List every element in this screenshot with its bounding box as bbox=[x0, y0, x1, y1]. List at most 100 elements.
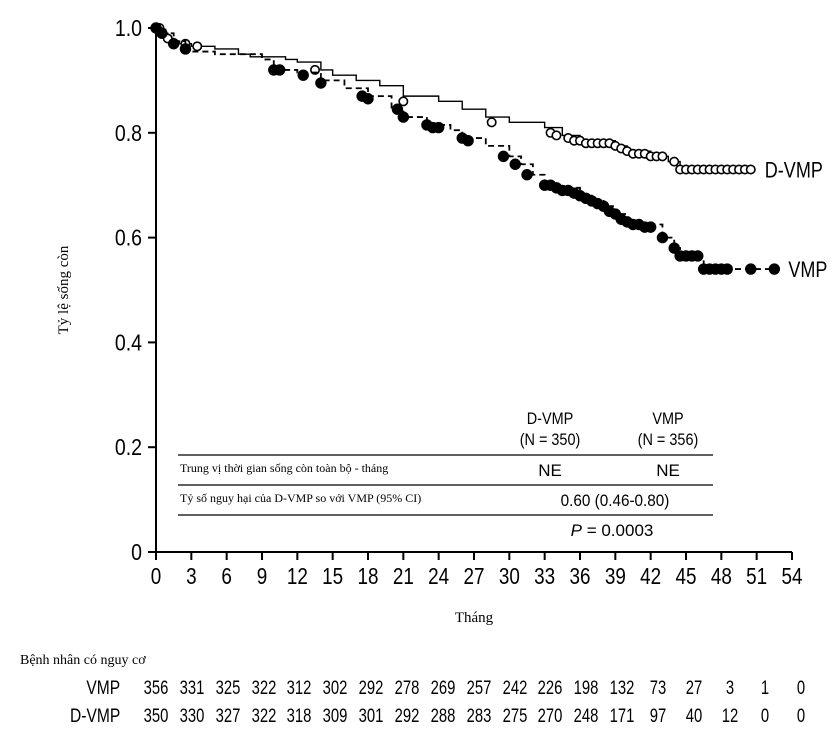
risk-cell: 40 bbox=[685, 706, 702, 727]
x-axis-label: Tháng bbox=[455, 610, 494, 626]
table-p-value: P = 0.0003 bbox=[571, 521, 654, 540]
summary-table: D-VMP (N = 350) VMP (N = 356) Trung vị t… bbox=[178, 410, 713, 540]
risk-cell: 350 bbox=[143, 706, 169, 727]
risk-cell: 330 bbox=[179, 706, 205, 727]
risk-cell: 292 bbox=[358, 678, 384, 699]
censor-mark-d-vmp bbox=[398, 96, 409, 107]
x-tick-label-15: 15 bbox=[322, 564, 343, 589]
censor-mark-d-vmp bbox=[486, 117, 497, 128]
risk-cell: 0 bbox=[797, 706, 806, 727]
censor-mark-vmp bbox=[668, 242, 680, 254]
risk-cell: 356 bbox=[143, 678, 169, 699]
y-tick-label-0.8: 0.8 bbox=[115, 120, 142, 146]
x-tick-label-27: 27 bbox=[464, 564, 485, 589]
risk-cell: 226 bbox=[537, 678, 563, 699]
censor-mark-vmp bbox=[745, 263, 757, 275]
risk-cell: 283 bbox=[466, 706, 491, 727]
x-tick-label-6: 6 bbox=[221, 564, 231, 589]
censor-mark-vmp bbox=[273, 64, 286, 76]
censor-mark-vmp bbox=[497, 150, 510, 163]
series-line-d-vmp bbox=[156, 27, 751, 171]
risk-cell: 12 bbox=[721, 706, 738, 727]
x-tick-label-24: 24 bbox=[428, 564, 449, 589]
risk-cell: 322 bbox=[251, 706, 276, 727]
table-header-vmp: VMP bbox=[652, 410, 683, 428]
risk-cell: 0 bbox=[761, 706, 770, 727]
risk-cell: 309 bbox=[322, 706, 348, 727]
censor-mark-vmp bbox=[721, 263, 733, 275]
x-tick-label-21: 21 bbox=[393, 564, 414, 589]
censor-mark-vmp bbox=[315, 77, 327, 89]
y-axis-label: Tỷ lệ sống còn bbox=[56, 245, 72, 334]
x-tick-label-0: 0 bbox=[151, 564, 161, 589]
series-line-vmp bbox=[156, 27, 775, 270]
censor-mark-vmp bbox=[509, 158, 521, 170]
x-tick-label-3: 3 bbox=[186, 564, 196, 589]
y-tick-label-0.4: 0.4 bbox=[115, 330, 142, 356]
p-number: = 0.0003 bbox=[587, 521, 654, 540]
p-label: P bbox=[571, 521, 583, 540]
risk-cell: 0 bbox=[797, 678, 806, 699]
x-tick-label-39: 39 bbox=[605, 564, 626, 589]
x-tick-label-9: 9 bbox=[257, 564, 267, 589]
risk-cell: 301 bbox=[358, 706, 384, 727]
censor-mark-d-vmp bbox=[657, 151, 668, 162]
table-row-median-dvmp: NE bbox=[538, 461, 562, 480]
censor-mark-vmp bbox=[391, 103, 404, 115]
risk-cell: 325 bbox=[215, 678, 241, 699]
censor-mark-d-vmp bbox=[745, 164, 756, 175]
risk-cell: 302 bbox=[322, 678, 348, 699]
risk-cell: 327 bbox=[215, 706, 241, 727]
table-row-hr-label: Tỷ số nguy hại của D-VMP so với VMP (95%… bbox=[180, 491, 421, 505]
risk-row-name: VMP bbox=[86, 678, 120, 699]
y-tick-label-0: 0 bbox=[131, 540, 142, 566]
x-tick-label-12: 12 bbox=[287, 564, 308, 589]
censor-mark-vmp bbox=[362, 93, 374, 105]
series-label-vmp: VMP bbox=[788, 258, 827, 282]
risk-cell: 269 bbox=[430, 678, 456, 699]
censor-mark-vmp bbox=[432, 121, 445, 134]
series-label-d-vmp: D-VMP bbox=[765, 159, 823, 183]
risk-cell: 275 bbox=[502, 706, 527, 727]
x-tick-label-45: 45 bbox=[676, 564, 697, 589]
censor-mark-vmp bbox=[156, 27, 168, 39]
x-tick-label-54: 54 bbox=[782, 564, 803, 589]
censor-mark-vmp bbox=[521, 169, 533, 181]
risk-cell: 73 bbox=[649, 678, 667, 699]
censor-mark-d-vmp bbox=[551, 130, 562, 141]
risk-cell: 312 bbox=[287, 678, 312, 699]
x-tick-label-51: 51 bbox=[746, 564, 767, 589]
table-row-median-label: Trung vị thời gian sống còn toàn bộ - th… bbox=[180, 461, 388, 475]
censor-mark-d-vmp bbox=[192, 41, 203, 52]
censor-mark-vmp bbox=[692, 250, 704, 262]
y-tick-label-1.0: 1.0 bbox=[115, 16, 142, 42]
risk-cell: 97 bbox=[649, 706, 667, 727]
risk-cell: 278 bbox=[394, 678, 420, 699]
risk-cell: 198 bbox=[573, 678, 599, 699]
risk-cell: 248 bbox=[573, 706, 599, 727]
risk-cell: 331 bbox=[179, 678, 205, 699]
risk-cell: 318 bbox=[287, 706, 312, 727]
table-row-median-vmp: NE bbox=[656, 461, 680, 480]
risk-cell: 27 bbox=[685, 678, 702, 699]
risk-table-title: Bệnh nhân có nguy cơ bbox=[20, 653, 146, 668]
risk-cell: 1 bbox=[761, 678, 770, 699]
censor-mark-vmp bbox=[179, 43, 192, 55]
x-tick-label-33: 33 bbox=[534, 564, 555, 589]
table-header-dvmp: D-VMP bbox=[527, 410, 574, 428]
censor-mark-vmp bbox=[297, 69, 309, 81]
risk-cell: 270 bbox=[537, 706, 563, 727]
x-tick-label-36: 36 bbox=[570, 564, 591, 589]
x-tick-label-30: 30 bbox=[499, 564, 520, 589]
risk-row-vmp: VMP 356 331 325 322 312 302 292 278 269 257 242 226 1… bbox=[0, 678, 840, 700]
x-tick-label-42: 42 bbox=[640, 564, 661, 589]
risk-cell: 171 bbox=[609, 706, 635, 727]
censor-mark-vmp bbox=[167, 38, 180, 50]
x-tick-label-48: 48 bbox=[711, 564, 732, 589]
series-layer: D-VMP VMP bbox=[150, 22, 827, 283]
risk-cell: 288 bbox=[430, 706, 456, 727]
risk-cell: 322 bbox=[251, 678, 276, 699]
axes-layer: 0 3 6 9 12 15 18 21 24 27 30 33 36 39 42 45 48 51 5400.20.… bbox=[115, 16, 803, 590]
y-tick-label-0.2: 0.2 bbox=[115, 435, 142, 461]
table-row-hr-value: 0.60 (0.46-0.80) bbox=[561, 491, 670, 510]
